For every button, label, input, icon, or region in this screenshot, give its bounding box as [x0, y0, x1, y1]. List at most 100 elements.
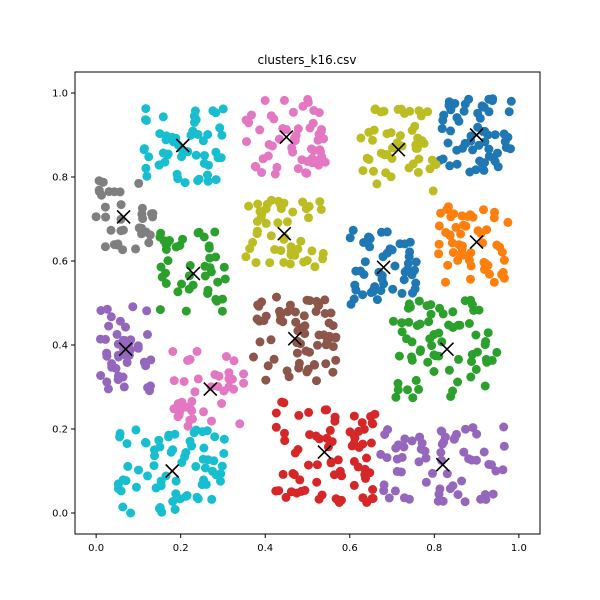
scatter-point	[300, 329, 310, 339]
scatter-point	[229, 356, 239, 366]
scatter-point	[498, 465, 508, 475]
scatter-point	[279, 95, 289, 105]
scatter-point	[122, 439, 132, 449]
scatter-point	[479, 205, 488, 215]
scatter-point	[106, 225, 116, 235]
scatter-point	[203, 289, 213, 298]
scatter-point	[257, 168, 267, 177]
scatter-point	[448, 248, 458, 257]
scatter-point	[311, 431, 321, 441]
scatter-point	[184, 271, 194, 281]
scatter-point	[407, 436, 417, 446]
scatter-point	[392, 454, 402, 464]
scatter-point	[244, 118, 254, 128]
scatter-point	[452, 159, 462, 169]
scatter-point	[472, 429, 482, 439]
scatter-point	[369, 166, 378, 176]
scatter-point	[410, 121, 420, 131]
centroid-marker	[186, 266, 201, 281]
scatter-point	[400, 434, 410, 444]
scatter-point	[327, 437, 337, 447]
scatter-point	[379, 486, 389, 496]
scatter-point	[266, 231, 276, 241]
scatter-point	[480, 381, 490, 391]
x-tick-label: 0.2	[173, 543, 189, 554]
centroid-marker	[469, 127, 484, 143]
scatter-point	[499, 255, 509, 265]
scatter-point	[489, 277, 499, 287]
scatter-point	[307, 153, 317, 163]
scatter-point	[177, 279, 186, 289]
scatter-point	[405, 247, 415, 257]
scatter-point	[454, 354, 463, 364]
scatter-point	[209, 456, 219, 466]
scatter-point	[423, 357, 433, 367]
scatter-point	[383, 425, 393, 435]
x-tick-label: 1.0	[511, 543, 527, 554]
scatter-point	[433, 496, 443, 506]
scatter-point	[347, 441, 357, 451]
scatter-point	[302, 295, 312, 305]
y-tick-label: 0.8	[52, 173, 68, 184]
scatter-point	[193, 228, 203, 238]
scatter-point	[191, 425, 201, 435]
scatter-point	[292, 348, 302, 358]
scatter-point	[333, 455, 343, 465]
scatter-point	[390, 486, 400, 496]
scatter-point	[491, 466, 501, 476]
scatter-point	[497, 269, 506, 279]
scatter-point	[178, 234, 188, 244]
scatter-point	[173, 287, 183, 297]
scatter-point	[287, 143, 297, 153]
scatter-point	[213, 153, 223, 163]
scatter-point	[464, 454, 474, 464]
y-tick-label: 0.4	[52, 341, 68, 352]
scatter-point	[428, 186, 438, 196]
scatter-point	[445, 231, 455, 241]
scatter-point	[391, 392, 401, 402]
scatter-point	[449, 434, 459, 444]
scatter-point	[428, 468, 437, 478]
scatter-point	[161, 279, 171, 288]
scatter-point	[311, 306, 321, 316]
scatter-point	[386, 172, 396, 182]
scatter-point	[263, 361, 273, 371]
scatter-point	[468, 145, 478, 155]
scatter-point	[404, 317, 414, 327]
scatter-point	[214, 371, 224, 381]
scatter-point	[169, 376, 179, 386]
scatter-point	[461, 221, 471, 231]
scatter-point	[330, 416, 340, 426]
scatter-point	[156, 228, 166, 238]
scatter-point	[121, 322, 130, 332]
scatter-point	[459, 447, 469, 457]
scatter-point	[190, 387, 200, 397]
scatter-point	[143, 471, 152, 481]
scatter-point	[427, 341, 437, 351]
scatter-point	[122, 358, 132, 367]
scatter-point	[149, 461, 159, 471]
scatter-point	[301, 346, 311, 356]
scatter-point	[271, 422, 281, 432]
scatter-point	[197, 480, 207, 490]
scatter-point	[320, 405, 330, 415]
scatter-point	[293, 164, 303, 174]
scatter-point	[484, 144, 494, 154]
centroid-marker	[435, 457, 450, 472]
scatter-point	[439, 437, 449, 447]
y-tick-label: 1.0	[52, 89, 68, 100]
scatter-point	[119, 382, 129, 392]
scatter-point	[304, 407, 314, 417]
scatter-point	[421, 477, 431, 487]
scatter-point	[425, 334, 435, 344]
scatter-point	[185, 436, 195, 446]
scatter-point	[405, 302, 415, 312]
scatter-point	[457, 476, 467, 486]
scatter-point	[296, 236, 306, 246]
scatter-point	[481, 354, 491, 364]
scatter-point	[442, 469, 452, 479]
scatter-point	[416, 111, 426, 121]
scatter-point	[302, 168, 312, 178]
centroid-marker	[439, 342, 455, 357]
scatter-point	[96, 371, 106, 380]
